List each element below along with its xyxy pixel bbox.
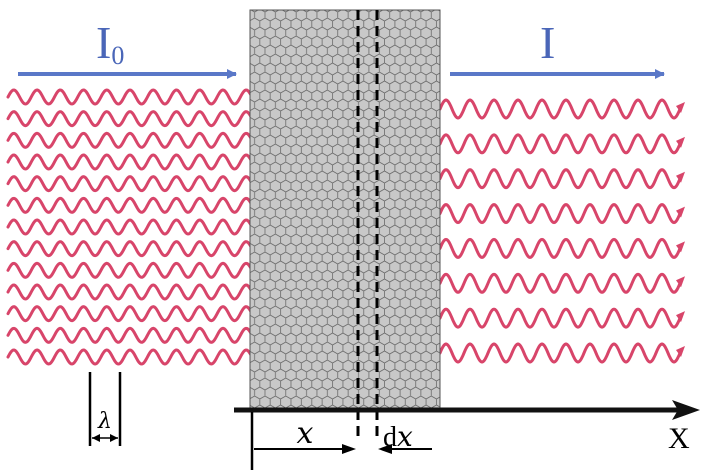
transmitted-wave-7 [438,307,682,329]
transmitted-wave-arrowhead-6 [676,276,685,288]
axis-label: X [668,422,690,455]
thickness-arrowhead [378,444,392,454]
incident-wave-10 [6,283,254,301]
transmitted-wave-8 [438,342,682,364]
slab-hex-texture [250,10,440,410]
transmitted-wave-arrowhead-8 [676,346,685,357]
transmitted-wave-arrowhead-5 [676,241,685,253]
incident-wave-2 [6,110,254,128]
transmitted-wave-arrowhead-3 [676,171,685,183]
transmitted-wave-5 [438,237,682,260]
wavelength-arrow-left [92,434,100,442]
transmitted-wave-arrowhead-4 [676,206,685,218]
transmitted-wave-arrowhead-2 [676,136,685,148]
transmitted-intensity-label: I [540,17,555,68]
incident-wave-6 [6,196,254,214]
transmitted-wave-3 [438,168,682,190]
incident-wave-11 [6,305,254,323]
transmitted-wave-1 [438,98,682,120]
incident-intensity-label: I0 [96,17,124,70]
depth-arrowhead [342,444,356,454]
incident-wave-8 [6,240,254,258]
wavelength-label: λ [97,409,112,434]
transmitted-wave-arrowhead-7 [676,311,685,323]
incident-wave-group [6,88,254,366]
transmitted-wave-6 [438,272,682,294]
incident-wave-12 [6,326,254,344]
transmitted-wave-2 [438,133,682,155]
incident-wave-5 [6,175,254,193]
wavelength-arrow-right [110,434,118,442]
depth-label: x [297,416,314,451]
transmitted-wave-4 [438,202,682,225]
incident-wave-4 [6,153,254,171]
thickness-label: dx [383,420,413,453]
incident-wave-1 [6,88,254,106]
incident-wave-3 [6,131,254,149]
x-axis-arrowhead [672,400,700,420]
transmitted-wave-arrowhead-1 [676,102,685,113]
incident-wave-7 [6,218,254,236]
transmitted-wave-group [438,98,685,364]
incident-wave-13 [6,348,254,366]
incident-wave-9 [6,261,254,279]
